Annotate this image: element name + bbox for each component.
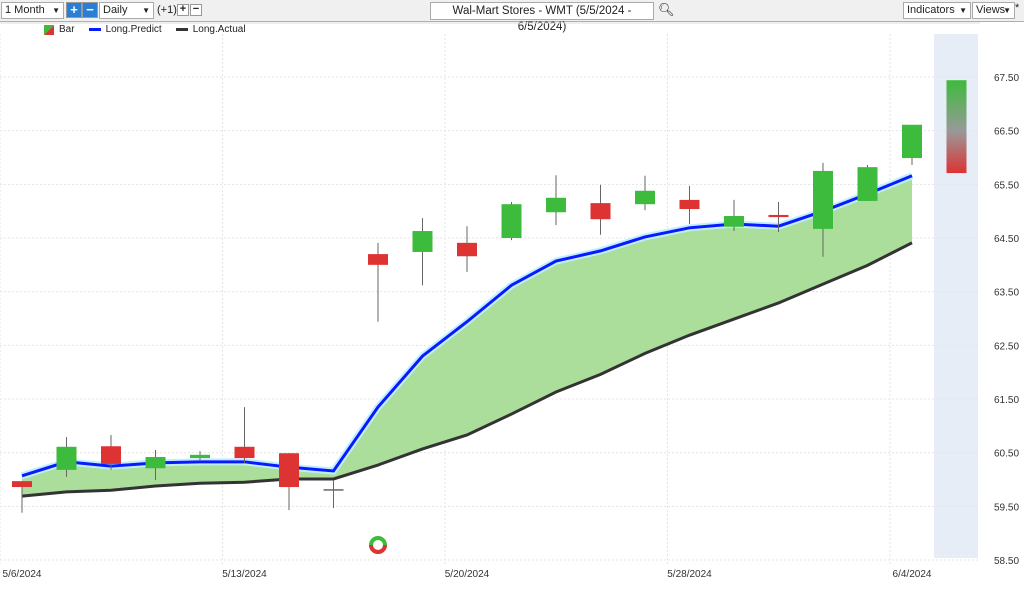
toolbar: 1 Month ▼ + − Daily ▼ (+1) + − Wal-Mart St… [0, 0, 1024, 33]
candle-down [12, 481, 32, 488]
predict-swatch-icon [88, 28, 101, 31]
candle-up [902, 124, 922, 159]
candle-up [145, 456, 166, 469]
candle-up [813, 170, 833, 229]
star-icon: * [1015, 2, 1020, 14]
y-tick-label: 61.50 [994, 395, 1019, 406]
legend-actual: Long.Actual [175, 24, 246, 35]
candle-up [190, 454, 210, 459]
dividend-icon-center [373, 540, 383, 550]
legend: Bar Long.Predict Long.Actual [44, 24, 246, 35]
candle-up [501, 204, 522, 239]
candle-down [279, 453, 299, 488]
y-tick-label: 64.50 [994, 234, 1019, 245]
candle-down [101, 446, 121, 464]
interval-select[interactable]: Daily ▼ [99, 2, 154, 19]
legend-actual-label: Long.Actual [192, 24, 246, 35]
long-actual-line [21, 241, 913, 498]
legend-bar: Bar [44, 24, 75, 35]
search-icon[interactable]: 🔍︎ [658, 2, 675, 17]
interval-value: Daily [103, 4, 128, 16]
offset-plus-button[interactable]: + [177, 4, 189, 16]
actual-swatch-icon [175, 28, 188, 31]
indicators-select[interactable]: Indicators ▼ [903, 2, 971, 19]
long-predict-line [21, 174, 913, 478]
bar-swatch-icon [44, 24, 54, 35]
x-tick-label: 5/6/2024 [3, 569, 42, 580]
candle-up [546, 197, 566, 213]
legend-bar-label: Bar [59, 24, 75, 35]
period-value: 1 Month [5, 4, 45, 16]
y-tick-label: 62.50 [994, 341, 1019, 352]
x-tick-label: 5/13/2024 [222, 569, 267, 580]
y-tick-label: 65.50 [994, 180, 1019, 191]
indicators-label: Indicators [907, 4, 955, 16]
candle-down [679, 199, 700, 210]
candle-down [368, 254, 388, 265]
views-label: Views [976, 4, 1006, 16]
candle-down [234, 446, 255, 459]
y-tick-label: 59.50 [994, 502, 1019, 513]
candle-down [457, 242, 477, 257]
legend-predict: Long.Predict [88, 24, 162, 35]
y-tick-label: 63.50 [994, 288, 1019, 299]
y-tick-label: 60.50 [994, 449, 1019, 460]
candle-up [857, 167, 878, 201]
zoom-in-button[interactable]: + [66, 2, 82, 18]
candle-up [635, 190, 655, 205]
forecast-bar [946, 80, 967, 174]
candle-down [768, 214, 789, 218]
prediction-gap-area [22, 175, 912, 497]
candle-up [323, 489, 344, 491]
x-tick-label: 6/4/2024 [893, 569, 932, 580]
y-tick-label: 58.50 [994, 556, 1019, 567]
candle-up [412, 231, 433, 252]
chart-title[interactable]: Wal-Mart Stores - WMT (5/5/2024 - 6/5/20… [430, 2, 654, 33]
offset-label: (+1) [157, 4, 177, 16]
offset-minus-button[interactable]: − [190, 4, 202, 16]
candle-up [724, 216, 744, 227]
x-tick-label: 5/20/2024 [445, 569, 490, 580]
x-tick-label: 5/28/2024 [667, 569, 712, 580]
legend-predict-label: Long.Predict [105, 24, 162, 35]
zoom-out-button[interactable]: − [82, 2, 98, 18]
y-tick-label: 66.50 [994, 127, 1019, 138]
candle-up [56, 446, 77, 470]
candle-down [590, 203, 611, 220]
y-tick-label: 67.50 [994, 73, 1019, 84]
views-select[interactable]: Views ▼ [972, 2, 1015, 19]
period-select[interactable]: 1 Month ▼ [1, 2, 64, 19]
